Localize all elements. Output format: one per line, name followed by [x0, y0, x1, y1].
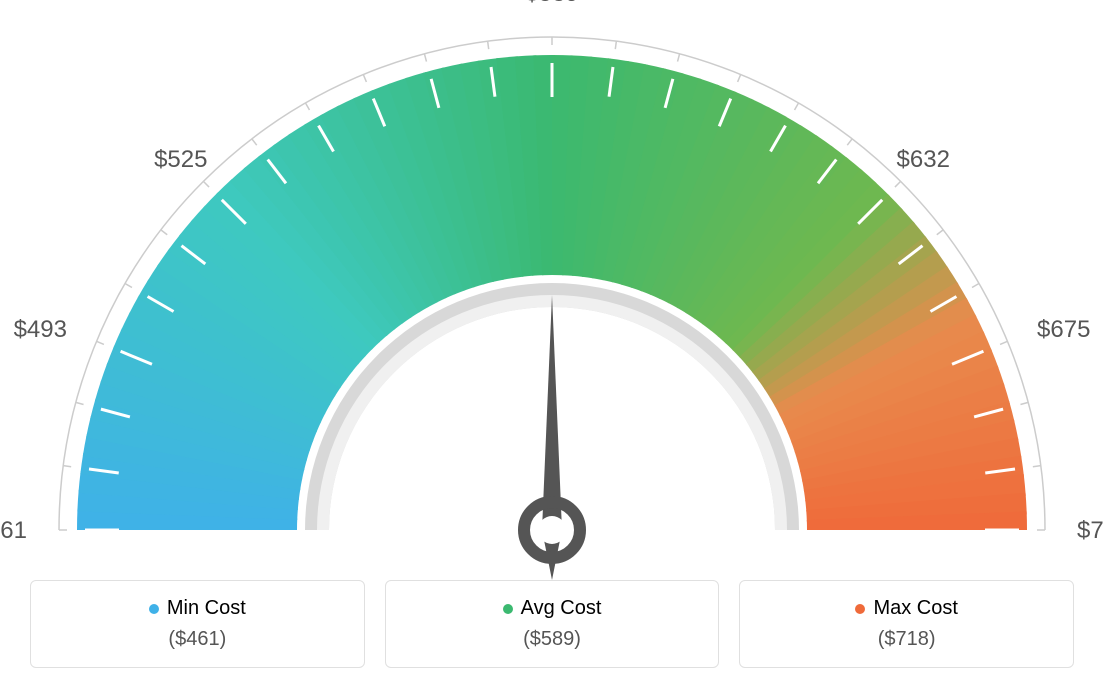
svg-text:$675: $675	[1037, 316, 1090, 343]
legend-text-max: Max Cost	[873, 597, 957, 620]
svg-text:$632: $632	[897, 146, 950, 173]
legend-label-min: Min Cost	[149, 597, 246, 620]
svg-text:$525: $525	[154, 146, 207, 173]
gauge-chart: $461 $493 $525 $589 $632 $675 $718	[0, 0, 1104, 580]
legend-label-max: Max Cost	[855, 597, 957, 620]
legend-label-avg: Avg Cost	[503, 597, 602, 620]
svg-text:$493: $493	[14, 316, 67, 343]
legend-text-min: Min Cost	[167, 597, 246, 620]
legend-value-min: ($461)	[31, 628, 364, 651]
legend-box-avg: Avg Cost ($589)	[385, 580, 720, 668]
svg-text:$718: $718	[1077, 517, 1104, 544]
legend-row: Min Cost ($461) Avg Cost ($589) Max Cost…	[0, 580, 1104, 668]
legend-text-avg: Avg Cost	[521, 597, 602, 620]
legend-value-max: ($718)	[740, 628, 1073, 651]
cost-gauge-widget: $461 $493 $525 $589 $632 $675 $718 Min Cost ($…	[0, 0, 1104, 690]
legend-box-max: Max Cost ($718)	[739, 580, 1074, 668]
legend-box-min: Min Cost ($461)	[30, 580, 365, 668]
svg-text:$461: $461	[0, 517, 27, 544]
gauge-svg: $461 $493 $525 $589 $632 $675 $718	[0, 0, 1104, 580]
svg-text:$589: $589	[525, 0, 578, 7]
legend-dot-max	[855, 604, 865, 614]
legend-dot-avg	[503, 604, 513, 614]
legend-value-avg: ($589)	[386, 628, 719, 651]
legend-dot-min	[149, 604, 159, 614]
